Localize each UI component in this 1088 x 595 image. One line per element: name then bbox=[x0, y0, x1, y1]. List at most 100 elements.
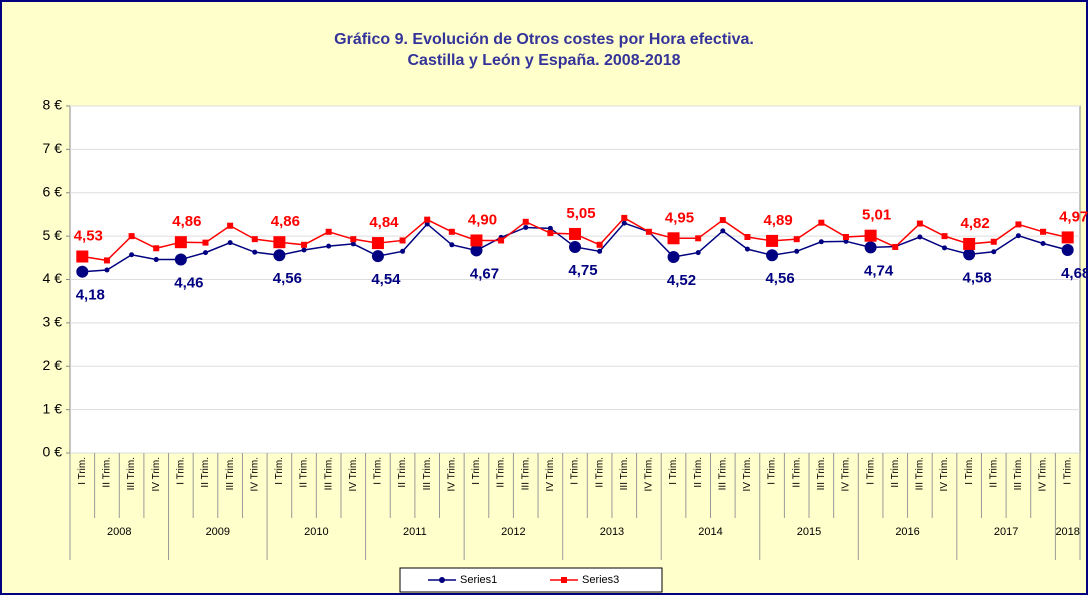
marker bbox=[1061, 244, 1074, 257]
marker bbox=[128, 233, 135, 240]
value-label: 4,97 bbox=[1059, 208, 1088, 225]
x-tick-label: III Trim. bbox=[915, 457, 926, 490]
marker bbox=[227, 222, 234, 229]
marker bbox=[470, 244, 483, 257]
marker bbox=[818, 239, 824, 245]
year-label: 2008 bbox=[107, 526, 131, 538]
marker bbox=[76, 250, 89, 263]
value-label: 5,01 bbox=[862, 207, 891, 224]
x-tick-label: I Trim. bbox=[767, 457, 778, 485]
year-label: 2011 bbox=[403, 526, 427, 538]
x-tick-label: III Trim. bbox=[323, 457, 334, 490]
y-tick-label: 8 € bbox=[43, 97, 63, 113]
marker bbox=[963, 248, 976, 261]
y-tick-label: 2 € bbox=[43, 357, 63, 373]
value-label: 4,95 bbox=[665, 209, 694, 226]
marker bbox=[569, 227, 581, 240]
y-tick-label: 4 € bbox=[43, 270, 63, 286]
chart-title: Gráfico 9. Evolución de Otros costes por… bbox=[334, 31, 754, 48]
x-tick-label: I Trim. bbox=[668, 457, 679, 485]
marker bbox=[667, 232, 680, 245]
marker bbox=[449, 242, 455, 248]
year-label: 2009 bbox=[206, 526, 230, 538]
marker bbox=[371, 250, 384, 263]
y-tick-label: 3 € bbox=[43, 314, 63, 330]
marker bbox=[547, 225, 553, 231]
marker bbox=[843, 238, 849, 244]
x-tick-label: IV Trim. bbox=[939, 457, 950, 491]
marker bbox=[547, 230, 554, 237]
marker bbox=[153, 257, 159, 263]
marker bbox=[695, 250, 701, 256]
marker bbox=[350, 241, 356, 247]
marker bbox=[448, 228, 455, 235]
value-label: 4,58 bbox=[963, 269, 992, 286]
x-tick-label: II Trim. bbox=[102, 457, 113, 488]
marker bbox=[864, 241, 877, 254]
marker bbox=[597, 248, 603, 254]
marker bbox=[498, 237, 505, 244]
marker bbox=[424, 221, 430, 227]
marker bbox=[1015, 221, 1022, 228]
y-tick-label: 0 € bbox=[43, 444, 63, 460]
value-label: 4,68 bbox=[1061, 265, 1088, 282]
marker bbox=[174, 253, 187, 266]
value-label: 4,84 bbox=[369, 214, 399, 231]
marker bbox=[963, 237, 976, 250]
marker bbox=[399, 237, 406, 244]
x-tick-label: I Trim. bbox=[964, 457, 975, 485]
marker bbox=[251, 236, 258, 243]
x-tick-label: III Trim. bbox=[1013, 457, 1024, 490]
marker bbox=[202, 239, 209, 246]
value-label: 4,52 bbox=[667, 272, 696, 289]
value-label: 4,86 bbox=[172, 213, 201, 230]
marker bbox=[523, 224, 529, 230]
value-label: 4,18 bbox=[76, 287, 105, 304]
x-tick-label: III Trim. bbox=[520, 457, 531, 490]
value-label: 4,56 bbox=[765, 270, 794, 287]
marker bbox=[76, 265, 89, 278]
chart-subtitle: Castilla y León y España. 2008-2018 bbox=[407, 52, 680, 69]
value-label: 4,54 bbox=[371, 271, 401, 288]
x-tick-label: IV Trim. bbox=[742, 457, 753, 491]
marker bbox=[326, 243, 332, 249]
x-tick-label: II Trim. bbox=[594, 457, 605, 488]
x-tick-label: I Trim. bbox=[471, 457, 482, 485]
legend-label: Series3 bbox=[582, 574, 619, 586]
marker bbox=[864, 229, 877, 242]
year-label: 2018 bbox=[1055, 526, 1079, 538]
marker bbox=[174, 236, 187, 249]
x-tick-label: I Trim. bbox=[77, 457, 88, 485]
x-tick-label: III Trim. bbox=[422, 457, 433, 490]
marker bbox=[227, 240, 233, 246]
marker bbox=[941, 233, 948, 240]
marker bbox=[103, 257, 110, 264]
marker bbox=[1015, 233, 1021, 239]
x-tick-label: II Trim. bbox=[299, 457, 310, 488]
year-label: 2014 bbox=[698, 526, 722, 538]
marker bbox=[744, 233, 751, 240]
marker bbox=[522, 218, 529, 225]
x-tick-label: II Trim. bbox=[890, 457, 901, 488]
marker bbox=[350, 236, 357, 243]
marker bbox=[818, 219, 825, 226]
marker bbox=[252, 249, 258, 255]
x-tick-label: IV Trim. bbox=[151, 457, 162, 491]
x-tick-label: III Trim. bbox=[225, 457, 236, 490]
marker bbox=[645, 228, 652, 235]
marker bbox=[424, 216, 431, 223]
marker bbox=[990, 238, 997, 245]
value-label: 4,74 bbox=[864, 262, 894, 279]
value-label: 4,89 bbox=[763, 212, 792, 229]
year-label: 2012 bbox=[501, 526, 525, 538]
x-tick-label: II Trim. bbox=[988, 457, 999, 488]
x-tick-label: III Trim. bbox=[717, 457, 728, 490]
value-label: 4,67 bbox=[470, 265, 499, 282]
year-label: 2010 bbox=[304, 526, 328, 538]
marker bbox=[129, 252, 135, 258]
marker bbox=[301, 247, 307, 253]
year-label: 2017 bbox=[994, 526, 1018, 538]
marker bbox=[301, 241, 308, 248]
x-tick-label: IV Trim. bbox=[249, 457, 260, 491]
